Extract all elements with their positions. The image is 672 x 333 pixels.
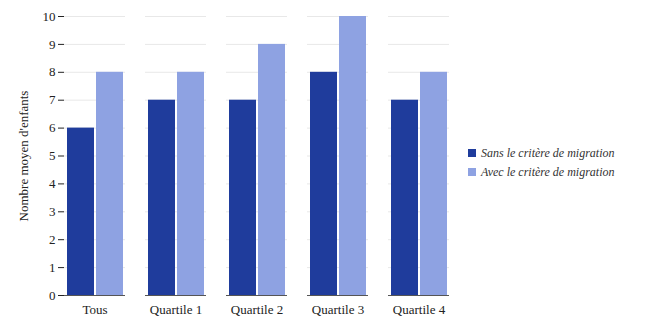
svg-text:0: 0 <box>49 288 56 303</box>
svg-text:Quartile 3: Quartile 3 <box>312 302 364 317</box>
svg-text:5: 5 <box>49 148 56 163</box>
svg-text:Nombre moyen d'enfants: Nombre moyen d'enfants <box>16 91 31 222</box>
svg-text:6: 6 <box>49 120 56 135</box>
svg-text:4: 4 <box>49 176 56 191</box>
html-text:Avec le critère de migration: Avec le critère de migration <box>481 164 615 179</box>
svg-text:8: 8 <box>49 64 56 79</box>
svg-text:7: 7 <box>49 92 56 107</box>
svg-text:2: 2 <box>49 232 56 247</box>
html-text:Sans le critère de migration: Sans le critère de migration <box>481 145 615 160</box>
svg-text:9: 9 <box>49 37 56 52</box>
svg-text:3: 3 <box>49 204 56 219</box>
svg-text:10: 10 <box>43 9 56 24</box>
svg-text:Tous: Tous <box>82 302 107 317</box>
svg-text:Quartile 1: Quartile 1 <box>150 302 202 317</box>
svg-text:Quartile 4: Quartile 4 <box>393 302 446 317</box>
svg-text:Quartile 2: Quartile 2 <box>231 302 283 317</box>
svg-text:1: 1 <box>49 260 56 275</box>
